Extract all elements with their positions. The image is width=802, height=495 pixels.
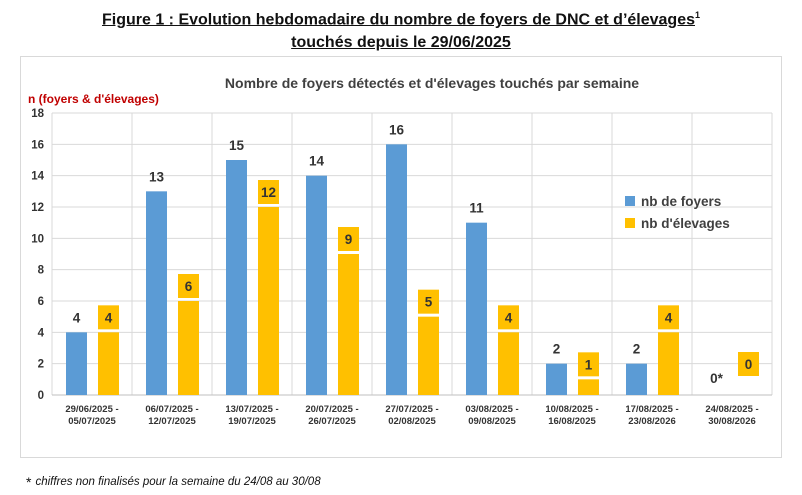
footnote: * chiffres non finalisés pour la semaine … <box>26 472 321 490</box>
x-tick-label: 19/07/2025 <box>228 416 276 427</box>
data-label-elevages: 0 <box>745 357 753 372</box>
figure-title-footnote-marker: 1 <box>695 10 701 20</box>
x-tick-label: 17/08/2025 - <box>625 404 678 415</box>
chart-container <box>20 56 782 458</box>
data-label-elevages: 5 <box>425 295 433 310</box>
data-label-foyers: 13 <box>149 169 165 184</box>
x-tick-label: 16/08/2025 <box>548 416 596 427</box>
y-tick-label: 6 <box>38 296 44 308</box>
bar-foyers <box>146 191 167 395</box>
bar-foyers <box>386 144 407 395</box>
x-tick-label: 03/08/2025 - <box>465 404 518 415</box>
data-label-foyers: 14 <box>309 154 325 169</box>
bar-elevages <box>258 207 279 395</box>
data-label-box <box>498 305 519 330</box>
footnote-star: * <box>26 474 32 490</box>
data-label-box <box>98 305 119 330</box>
figure-title-line2: touchés depuis le 29/06/2025 <box>0 34 802 52</box>
footnote-text: chiffres non finalisés pour la semaine d… <box>35 476 321 488</box>
bar-elevages <box>418 316 439 395</box>
bar-foyers <box>306 175 327 395</box>
figure-title-text-2: touchés depuis le 29/06/2025 <box>291 34 511 51</box>
bar-elevages <box>658 332 679 395</box>
data-label-elevages: 4 <box>105 310 113 325</box>
x-tick-label: 23/08/2026 <box>628 416 676 427</box>
data-label-box <box>258 180 279 204</box>
x-tick-label: 09/08/2025 <box>468 416 516 427</box>
data-label-box <box>578 352 599 377</box>
data-label-foyers: 11 <box>469 201 484 216</box>
figure-title-line1: Figure 1 : Evolution hebdomadaire du nom… <box>0 10 802 29</box>
y-tick-label: 12 <box>31 202 44 214</box>
y-tick-label: 10 <box>31 233 44 245</box>
bar-chart: Nombre de foyers détectés et d'élevages … <box>28 75 773 427</box>
x-tick-label: 13/07/2025 - <box>225 404 278 415</box>
legend-label: nb d'élevages <box>641 216 730 231</box>
data-label-box <box>338 227 359 251</box>
y-tick-label: 2 <box>38 359 44 371</box>
x-tick-label: 05/07/2025 <box>68 416 116 427</box>
figure-title-text: Figure 1 : Evolution hebdomadaire du nom… <box>101 11 695 29</box>
x-tick-label: 30/08/2026 <box>708 416 756 427</box>
data-label-box <box>178 274 199 298</box>
bar-elevages <box>178 301 199 395</box>
data-label-foyers: 4 <box>73 310 81 325</box>
data-label-foyers: 2 <box>553 342 561 357</box>
y-tick-label: 8 <box>38 265 45 277</box>
y-tick-label: 0 <box>38 390 44 402</box>
y-tick-label: 14 <box>31 171 44 183</box>
bar-foyers <box>226 160 247 395</box>
bar-foyers <box>466 222 487 395</box>
data-label-elevages: 9 <box>345 232 353 247</box>
data-label-elevages: 6 <box>185 279 193 294</box>
x-tick-label: 02/08/2025 <box>388 416 436 427</box>
x-tick-label: 12/07/2025 <box>148 416 196 427</box>
data-label-foyers: 2 <box>633 342 641 357</box>
x-tick-label: 20/07/2025 - <box>305 404 358 415</box>
legend-swatch <box>625 218 635 228</box>
x-tick-label: 10/08/2025 - <box>545 404 598 415</box>
data-label-foyers: 16 <box>389 122 405 137</box>
legend-label: nb de foyers <box>641 194 721 209</box>
bar-elevages <box>578 379 599 395</box>
x-tick-label: 29/06/2025 - <box>65 404 118 415</box>
x-tick-label: 06/07/2025 - <box>145 404 198 415</box>
y-tick-label: 16 <box>31 139 44 151</box>
y-tick-label: 18 <box>31 108 44 120</box>
bar-foyers <box>546 363 567 395</box>
bar-elevages <box>98 332 119 395</box>
legend-swatch <box>625 196 635 206</box>
data-label-box <box>418 289 439 314</box>
data-label-foyers: 15 <box>229 138 245 153</box>
x-tick-label: 24/08/2025 - <box>705 404 758 415</box>
bar-elevages <box>338 254 359 395</box>
x-tick-label: 27/07/2025 - <box>385 404 438 415</box>
bar-elevages <box>498 332 519 395</box>
y-axis-label: n (foyers & d'élevages) <box>28 92 159 106</box>
bar-foyers <box>66 332 87 395</box>
data-label-elevages: 12 <box>261 185 276 200</box>
data-label-foyers: 0* <box>710 371 724 386</box>
data-label-elevages: 4 <box>505 310 513 325</box>
x-tick-label: 26/07/2025 <box>308 416 356 427</box>
data-label-box <box>738 352 759 376</box>
data-label-box <box>658 305 679 330</box>
data-label-elevages: 1 <box>585 357 593 372</box>
bar-foyers <box>626 363 647 395</box>
data-label-elevages: 4 <box>665 310 673 325</box>
y-tick-label: 4 <box>38 327 45 339</box>
chart-title: Nombre de foyers détectés et d'élevages … <box>225 75 639 91</box>
